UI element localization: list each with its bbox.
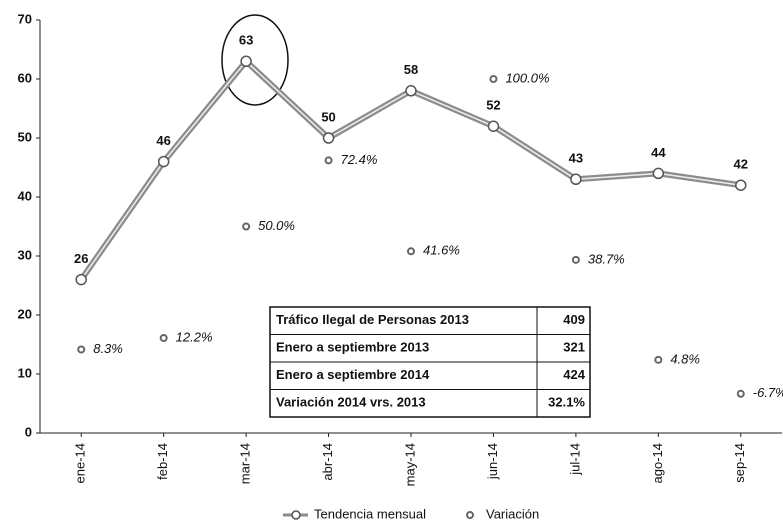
scatter-point <box>489 75 498 83</box>
data-label: 38.7% <box>588 251 625 266</box>
line-marker <box>157 155 170 168</box>
line-marker <box>570 173 582 186</box>
data-label: -6.7% <box>753 385 783 400</box>
y-tick-label: 20 <box>18 306 32 321</box>
data-label: 12.2% <box>176 329 213 344</box>
data-label: 42 <box>734 157 748 172</box>
scatter-point <box>736 389 745 398</box>
line-marker <box>652 167 665 180</box>
y-tick-label: 40 <box>18 188 32 203</box>
data-label: 72.4% <box>341 152 378 167</box>
table-cell: Tráfico Ilegal de Personas 2013 <box>276 312 469 327</box>
y-tick-label: 70 <box>18 11 32 26</box>
legend-label: Variación <box>486 506 539 521</box>
line-marker <box>322 132 335 144</box>
data-label: 100.0% <box>505 70 549 85</box>
table-cell: 424 <box>563 367 585 382</box>
scatter-point <box>242 222 251 231</box>
line-marker <box>240 55 252 68</box>
y-tick-label: 10 <box>18 365 32 380</box>
data-label: 58 <box>404 62 418 77</box>
x-tick-label: mar-14 <box>238 443 253 484</box>
data-label: 52 <box>486 98 500 113</box>
scatter-point <box>77 345 86 354</box>
line-marker <box>735 179 747 191</box>
data-label: 50.0% <box>258 218 295 233</box>
legend-label: Tendencia mensual <box>314 506 426 521</box>
x-tick-label: feb-14 <box>155 443 170 480</box>
table-cell: Variación 2014 vrs. 2013 <box>276 395 426 410</box>
data-label: 8.3% <box>93 341 123 356</box>
scatter-point <box>571 255 580 264</box>
table-cell: 32.1% <box>548 395 585 410</box>
data-label: 43 <box>569 151 583 166</box>
data-label: 26 <box>74 251 88 266</box>
line-marker <box>405 85 417 97</box>
x-tick-label: abr-14 <box>320 443 335 481</box>
highlight-ellipse <box>221 14 289 106</box>
x-tick-label: ene-14 <box>73 443 88 483</box>
y-tick-label: 30 <box>18 247 32 262</box>
x-tick-label: ago-14 <box>650 443 665 483</box>
legend-marker <box>466 511 474 519</box>
data-label: 41.6% <box>423 243 460 258</box>
data-label: 44 <box>651 145 666 160</box>
scatter-point <box>159 334 168 343</box>
scatter-point <box>654 355 663 364</box>
table-cell: 409 <box>563 312 585 327</box>
line-marker <box>487 120 500 132</box>
y-tick-label: 0 <box>25 424 32 439</box>
y-tick-label: 50 <box>18 129 32 144</box>
data-label: 63 <box>239 33 253 48</box>
scatter-point <box>407 247 415 256</box>
x-tick-label: sep-14 <box>732 443 747 483</box>
table-cell: Enero a septiembre 2013 <box>276 340 429 355</box>
y-tick-label: 60 <box>18 70 32 85</box>
table-cell: 321 <box>563 340 585 355</box>
x-tick-label: jun-14 <box>485 443 500 480</box>
data-label: 4.8% <box>670 351 700 366</box>
x-tick-label: may-14 <box>402 443 417 486</box>
table-cell: Enero a septiembre 2014 <box>276 367 430 382</box>
x-tick-label: jul-14 <box>567 443 582 476</box>
scatter-point <box>324 156 333 165</box>
data-label: 50 <box>321 109 335 124</box>
data-label: 46 <box>156 133 170 148</box>
legend-marker <box>291 510 301 520</box>
line-marker <box>75 273 87 286</box>
